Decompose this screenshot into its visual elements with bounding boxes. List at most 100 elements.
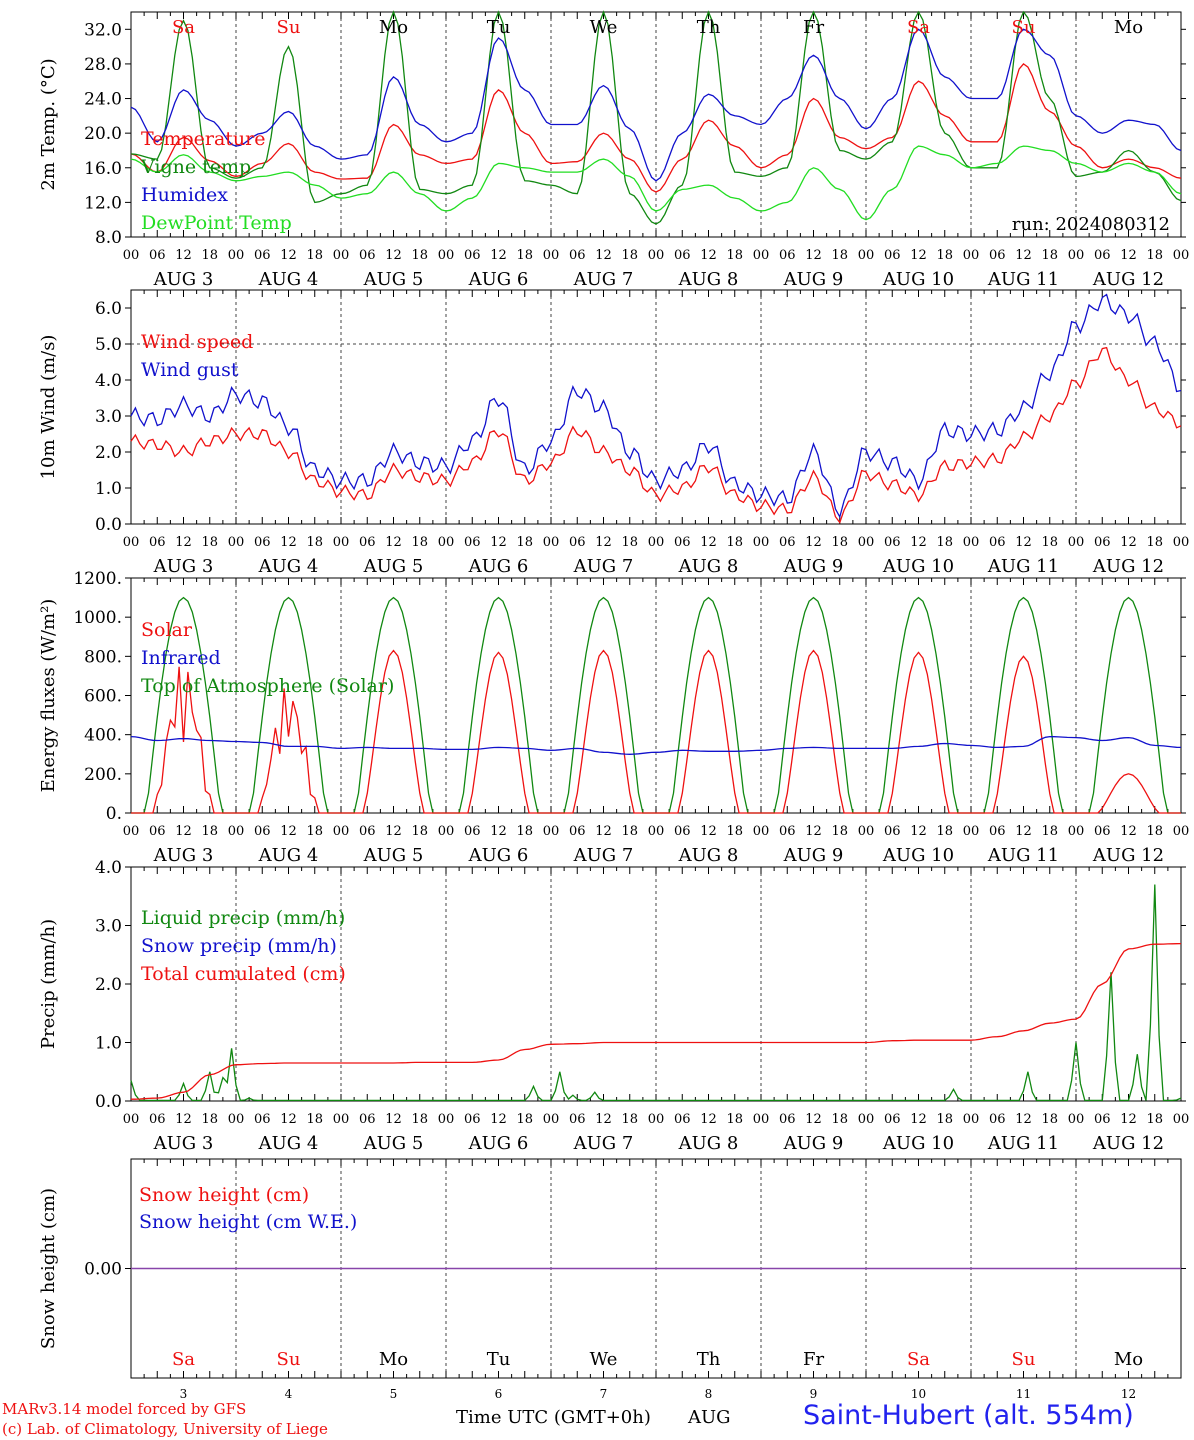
legend-infrared: Infrared: [141, 647, 221, 669]
hour-tick-label: 12: [595, 535, 612, 550]
y-tick-label: 0.: [106, 804, 122, 824]
hour-tick-label: 18: [831, 1112, 848, 1127]
date-label: AUG 4: [258, 1133, 319, 1154]
y-tick-label: 1.0: [95, 1034, 122, 1054]
hour-tick-label: 12: [1015, 824, 1032, 839]
hour-tick-label: 00: [648, 248, 665, 263]
hour-tick-label: 18: [516, 535, 533, 550]
date-label: AUG 7: [573, 1133, 634, 1154]
legend-total-cumulated-cm-: Total cumulated (cm): [141, 963, 346, 985]
hour-tick-label: 06: [569, 824, 586, 839]
day-name: Th: [697, 1349, 721, 1370]
y-tick-label: 600.: [84, 687, 122, 707]
date-label: AUG 10: [882, 269, 954, 290]
hour-tick-label: 00: [858, 824, 875, 839]
hour-tick-label: 18: [1146, 535, 1163, 550]
date-label: AUG 9: [783, 269, 844, 290]
bottom-day-number: 12: [1121, 1387, 1136, 1401]
hour-tick-label: 12: [805, 535, 822, 550]
hour-tick-label: 18: [201, 535, 218, 550]
date-label: AUG 7: [573, 556, 634, 577]
series-total-cumulated: [131, 942, 1182, 1100]
series-wind-gust: [130, 293, 1182, 519]
bottom-day-number: 7: [600, 1387, 608, 1401]
hour-tick-label: 00: [543, 824, 560, 839]
hour-tick-label: 00: [1068, 1112, 1085, 1127]
hour-tick-label: 00: [753, 248, 770, 263]
hour-tick-label: 06: [1094, 824, 1111, 839]
y-axis-label: 2m Temp. (°C): [38, 58, 59, 190]
hour-tick-label: 00: [123, 824, 140, 839]
hour-tick-label: 18: [726, 535, 743, 550]
hour-tick-label: 00: [228, 535, 245, 550]
hour-tick-label: 18: [621, 824, 638, 839]
hour-tick-label: 18: [411, 248, 428, 263]
hour-tick-label: 00: [123, 535, 140, 550]
hour-tick-label: 00: [648, 535, 665, 550]
hour-tick-label: 06: [149, 248, 166, 263]
hour-tick-label: 06: [779, 248, 796, 263]
hour-tick-label: 00: [333, 248, 350, 263]
hour-tick-label: 00: [438, 824, 455, 839]
series-humidex: [130, 28, 1182, 182]
hour-tick-label: 00: [858, 1112, 875, 1127]
legend-humidex: Humidex: [141, 184, 228, 206]
hour-tick-label: 12: [805, 248, 822, 263]
y-tick-label: 24.0: [84, 90, 122, 110]
hour-tick-label: 18: [201, 248, 218, 263]
day-name: Fr: [803, 17, 824, 38]
hour-tick-label: 12: [1120, 824, 1137, 839]
y-tick-label: 8.0: [95, 228, 122, 248]
hour-tick-label: 06: [884, 824, 901, 839]
date-label: AUG 8: [678, 269, 739, 290]
date-label: AUG 8: [678, 556, 739, 577]
bottom-day-number: 10: [911, 1387, 926, 1401]
date-label: AUG 11: [987, 845, 1059, 866]
hour-tick-label: 00: [858, 535, 875, 550]
day-name: Sa: [172, 17, 195, 38]
y-tick-label: 5.0: [95, 335, 122, 355]
date-label: AUG 6: [468, 845, 529, 866]
panel-temp: 8.0 12.0 16.0 20.0 24.0 28.0 32.0 2m Temp. (°C)…: [38, 10, 1189, 290]
hour-tick-label: 12: [385, 248, 402, 263]
hour-tick-label: 18: [306, 248, 323, 263]
hour-tick-label: 06: [569, 248, 586, 263]
y-axis-label: 10m Wind (m/s): [38, 335, 59, 480]
hour-tick-label: 06: [359, 824, 376, 839]
y-tick-label: 4.0: [95, 858, 122, 878]
hour-tick-label: 06: [884, 248, 901, 263]
hour-tick-label: 18: [516, 824, 533, 839]
hour-tick-label: 12: [1015, 1112, 1032, 1127]
day-name: Th: [697, 17, 721, 38]
series-vigne-temp: [130, 10, 1182, 225]
hour-tick-label: 12: [700, 824, 717, 839]
y-axis-label: Energy fluxes (W/m²): [38, 599, 59, 793]
y-tick-label: 800.: [84, 647, 122, 667]
bottom-day-number: 11: [1016, 1387, 1031, 1401]
hour-tick-label: 00: [1068, 248, 1085, 263]
date-label: AUG 11: [987, 556, 1059, 577]
y-tick-label: 1.0: [95, 479, 122, 499]
y-tick-label: 2.0: [95, 975, 122, 995]
hour-tick-label: 06: [674, 248, 691, 263]
hour-tick-label: 06: [1094, 1112, 1111, 1127]
hour-tick-label: 06: [359, 1112, 376, 1127]
hour-tick-label: 00: [333, 1112, 350, 1127]
date-label: AUG 3: [153, 1133, 214, 1154]
day-name: Mo: [379, 17, 408, 38]
day-name: Su: [277, 17, 301, 38]
date-label: AUG 10: [882, 845, 954, 866]
hour-tick-label: 00: [858, 248, 875, 263]
hour-tick-label: 06: [884, 1112, 901, 1127]
hour-tick-label: 18: [621, 248, 638, 263]
hour-tick-label: 06: [569, 535, 586, 550]
day-name: Tu: [487, 17, 511, 38]
day-name: Mo: [379, 1349, 408, 1370]
hour-tick-label: 18: [831, 248, 848, 263]
hour-tick-label: 00: [963, 1112, 980, 1127]
day-name: We: [590, 17, 618, 38]
lab-credit: (c) Lab. of Climatology, University of L…: [2, 1420, 328, 1438]
hour-tick-label: 12: [490, 248, 507, 263]
hour-tick-label: 00: [1173, 535, 1190, 550]
day-name: Su: [1012, 17, 1036, 38]
